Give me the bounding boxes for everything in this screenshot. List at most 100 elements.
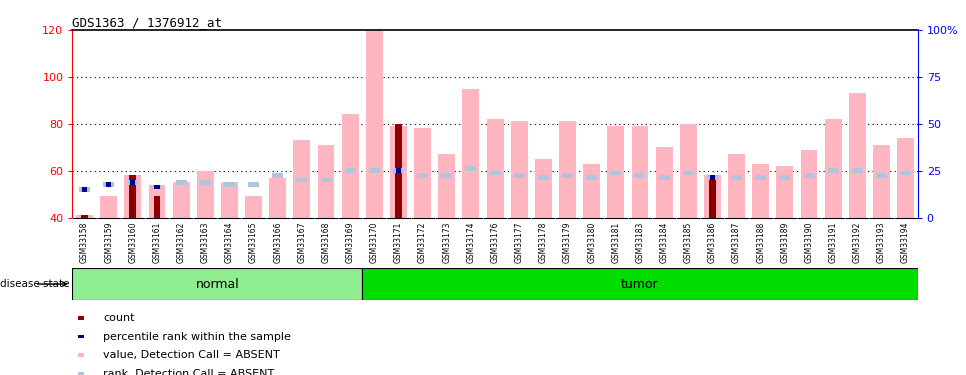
Bar [414,128,431,217]
Text: GSM33178: GSM33178 [539,222,548,263]
Bar [804,173,814,178]
Bar [173,182,189,218]
Bar [707,176,718,180]
Text: value, Detection Call = ABSENT: value, Detection Call = ABSENT [102,350,279,360]
Bar [154,196,160,217]
Bar [318,145,334,218]
Bar [586,176,597,180]
Bar [828,168,838,173]
Bar [632,126,648,218]
Text: GSM33160: GSM33160 [128,222,137,263]
Text: GSM33158: GSM33158 [80,222,89,263]
Text: GSM33167: GSM33167 [298,222,306,263]
Text: GSM33169: GSM33169 [346,222,355,263]
Text: GSM33174: GSM33174 [467,222,475,263]
Bar [152,185,162,189]
Bar [897,138,914,218]
Bar [710,176,715,180]
Bar [197,171,213,217]
Text: GSM33164: GSM33164 [225,222,234,263]
Bar [100,196,117,217]
Bar [825,119,841,218]
Bar [393,168,404,173]
Text: disease state: disease state [0,279,70,289]
Bar [683,171,694,176]
Bar [78,372,84,375]
Text: GSM33171: GSM33171 [394,222,403,263]
Bar [103,182,114,187]
Bar [224,182,235,187]
Bar [149,185,165,218]
Bar [248,182,259,187]
Text: GSM33162: GSM33162 [177,222,185,263]
Text: GSM33170: GSM33170 [370,222,379,263]
Bar [78,335,84,338]
Bar [369,168,380,173]
Bar [125,176,141,217]
Bar [395,124,402,218]
Text: GSM33159: GSM33159 [104,222,113,263]
Text: GSM33181: GSM33181 [611,222,620,263]
Bar [390,126,407,218]
Bar [876,173,887,178]
Bar [78,316,84,320]
Bar [611,171,621,176]
Text: GSM33168: GSM33168 [322,222,330,263]
Text: GSM33193: GSM33193 [877,222,886,263]
Bar [608,126,624,218]
Text: GSM33161: GSM33161 [153,222,161,263]
Text: GSM33190: GSM33190 [805,222,813,263]
Bar [728,154,745,218]
Bar [272,173,283,178]
Text: GSM33180: GSM33180 [587,222,596,263]
Text: GSM33187: GSM33187 [732,222,741,263]
Text: GSM33185: GSM33185 [684,222,693,263]
Text: GSM33163: GSM33163 [201,222,210,263]
Text: GSM33191: GSM33191 [829,222,838,263]
Bar [490,171,500,176]
Bar [439,154,455,218]
Bar [514,173,525,178]
Bar [294,140,310,218]
Bar [82,187,87,192]
Bar [656,147,672,218]
Bar [128,180,138,185]
Bar [466,166,476,171]
Bar [342,114,358,218]
Bar [79,187,90,192]
Text: GSM33172: GSM33172 [418,222,427,263]
Text: percentile rank within the sample: percentile rank within the sample [102,332,291,342]
Bar [559,122,576,218]
Bar [297,178,307,182]
Text: count: count [102,313,134,323]
Text: GSM33186: GSM33186 [708,222,717,263]
Bar [538,176,549,180]
Text: GSM33177: GSM33177 [515,222,524,263]
Bar [130,180,135,185]
Text: GSM33173: GSM33173 [442,222,451,263]
Text: rank, Detection Call = ABSENT: rank, Detection Call = ABSENT [102,369,274,375]
Text: GSM33165: GSM33165 [249,222,258,263]
Bar [176,180,186,185]
Bar [76,215,93,217]
Bar [81,215,88,217]
Bar [362,268,918,300]
Bar [709,178,716,218]
Bar [129,176,136,217]
Bar [106,182,111,187]
Bar [155,185,159,189]
Text: GSM33188: GSM33188 [756,222,765,263]
Bar [873,145,890,218]
Bar [583,164,600,218]
Text: GSM33166: GSM33166 [273,222,282,263]
Bar [680,124,696,218]
Bar [345,168,355,173]
Bar [270,178,286,218]
Bar [852,168,863,173]
Bar [562,173,573,178]
Bar [755,176,766,180]
Bar [777,166,793,218]
Text: GSM33176: GSM33176 [491,222,499,263]
Bar [635,173,645,178]
Bar [900,171,911,176]
